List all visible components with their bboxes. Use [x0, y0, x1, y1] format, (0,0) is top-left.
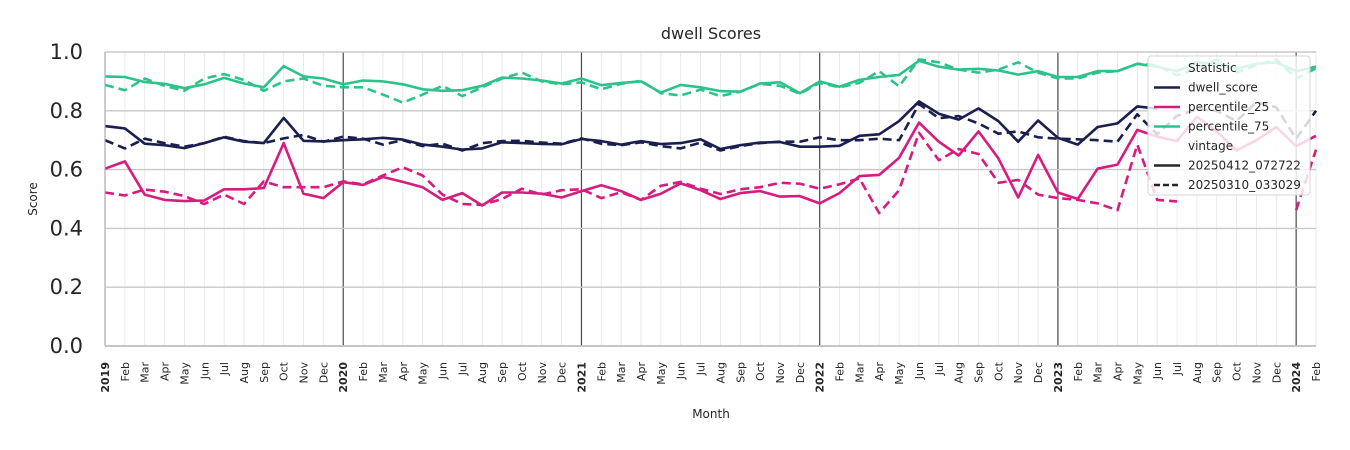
series-line-dwell_score-20250310_033029: [104, 100, 1318, 152]
x-tick-label: Feb: [595, 362, 608, 381]
x-tick-label: Jun: [913, 362, 926, 380]
legend-title-vintage: vintage: [1188, 139, 1233, 153]
x-tick-label: Nov: [1250, 362, 1263, 384]
x-tick-label: Apr: [873, 362, 886, 382]
x-tick-label: Jun: [675, 362, 688, 380]
x-tick-label: Sep: [258, 362, 271, 383]
x-tick-label: 2023: [1052, 362, 1065, 393]
x-tick-label: Feb: [1072, 362, 1085, 381]
x-tick-label: May: [417, 362, 430, 385]
x-tick-label: Sep: [496, 362, 509, 383]
x-tick-label: Dec: [794, 362, 807, 383]
y-tick-label: 0.4: [50, 216, 83, 240]
x-tick-label: Sep: [734, 362, 747, 383]
x-tick-label: Oct: [516, 361, 529, 381]
x-tick-label: 2021: [575, 362, 588, 393]
x-tick-label: Nov: [298, 362, 311, 384]
legend-label-vintage: 20250310_033029: [1188, 178, 1301, 192]
y-tick-label: 1.0: [50, 40, 83, 64]
x-tick-label: Mar: [139, 362, 152, 383]
series-line-percentile_75-20250412_072722: [104, 59, 1317, 95]
x-tick-label: Oct: [754, 361, 767, 381]
x-tick-label: Aug: [953, 362, 966, 383]
x-tick-label: 2020: [337, 362, 350, 393]
x-tick-label: Oct: [1231, 361, 1244, 381]
x-tick-label: May: [178, 362, 191, 385]
x-tick-label: Mar: [615, 362, 628, 383]
legend-label-vintage: 20250412_072722: [1188, 159, 1301, 173]
x-tick-label: Sep: [973, 362, 986, 383]
x-tick-label: Jul: [456, 362, 469, 376]
y-tick-label: 0.8: [50, 99, 83, 123]
x-tick-label: Apr: [397, 362, 410, 382]
x-tick-label: Mar: [1092, 362, 1105, 383]
x-tick-label: Mar: [377, 362, 390, 383]
y-tick-label: 0.6: [50, 158, 83, 182]
x-tick-label: Aug: [1191, 362, 1204, 383]
x-tick-label: Jun: [198, 362, 211, 380]
x-axis-label: Month: [692, 407, 730, 421]
x-tick-label: Jul: [695, 362, 708, 376]
x-tick-label: 2019: [99, 362, 112, 393]
series-line-dwell_score-20250412_072722: [104, 100, 1158, 151]
legend-label-percentile_25: percentile_25: [1188, 100, 1269, 114]
legend-title-statistic: Statistic: [1188, 61, 1237, 75]
legend: Statistic dwell_score percentile_25percent…: [1147, 55, 1311, 196]
x-tick-label: Dec: [556, 362, 569, 383]
x-tick-label: Jun: [1151, 362, 1164, 380]
legend-label-percentile_75: percentile_75: [1188, 120, 1269, 134]
x-tick-label: Feb: [1310, 362, 1323, 381]
x-tick-label: Aug: [714, 362, 727, 383]
x-tick-label: Mar: [853, 362, 866, 383]
minor-gridlines: [124, 52, 1317, 346]
x-tick-label: Feb: [119, 362, 132, 381]
x-tick-label: Aug: [476, 362, 489, 383]
x-tick-label: Sep: [1211, 362, 1224, 383]
x-tick-label: 2022: [814, 362, 827, 393]
x-tick-label: Jul: [218, 362, 231, 376]
y-tick-label: 0.0: [50, 334, 83, 358]
axes: 0.0 0.2 0.4 0.6 0.8 1.0 2019 Feb Mar Apr May Jun Jul…: [50, 40, 1323, 393]
x-tick-label: Nov: [1012, 362, 1025, 384]
x-tick-label: Dec: [317, 362, 330, 383]
x-tick-label: Aug: [238, 362, 251, 383]
x-tick-label: May: [893, 362, 906, 385]
chart-title: dwell Scores: [661, 24, 761, 43]
x-tick-label: Jul: [1171, 362, 1184, 376]
legend-label-dwell_score: dwell_score: [1188, 81, 1258, 95]
x-tick-label: Nov: [774, 362, 787, 384]
x-tick-label: May: [655, 362, 668, 385]
y-tick-label: 0.2: [50, 275, 83, 299]
x-tick-label: Dec: [1032, 362, 1045, 383]
legend-box: [1147, 55, 1311, 196]
x-tick-label: Apr: [1111, 362, 1124, 382]
y-axis-label: Score: [26, 182, 40, 216]
x-tick-label: Oct: [278, 361, 291, 381]
series-line-percentile_25-20250412_072722: [104, 115, 1317, 207]
x-tick-label: May: [1131, 362, 1144, 385]
x-tick-label: Apr: [159, 362, 172, 382]
x-tick-label: 2024: [1290, 362, 1303, 393]
x-tick-label: Nov: [536, 362, 549, 384]
x-tick-label: Feb: [834, 362, 847, 381]
x-tick-label: Oct: [992, 361, 1005, 381]
x-tick-label: Jun: [436, 362, 449, 380]
x-tick-label: Feb: [357, 362, 370, 381]
x-tick-label: Apr: [635, 362, 648, 382]
x-tick-label: Dec: [1270, 362, 1283, 383]
x-tick-label: Jul: [933, 362, 946, 376]
